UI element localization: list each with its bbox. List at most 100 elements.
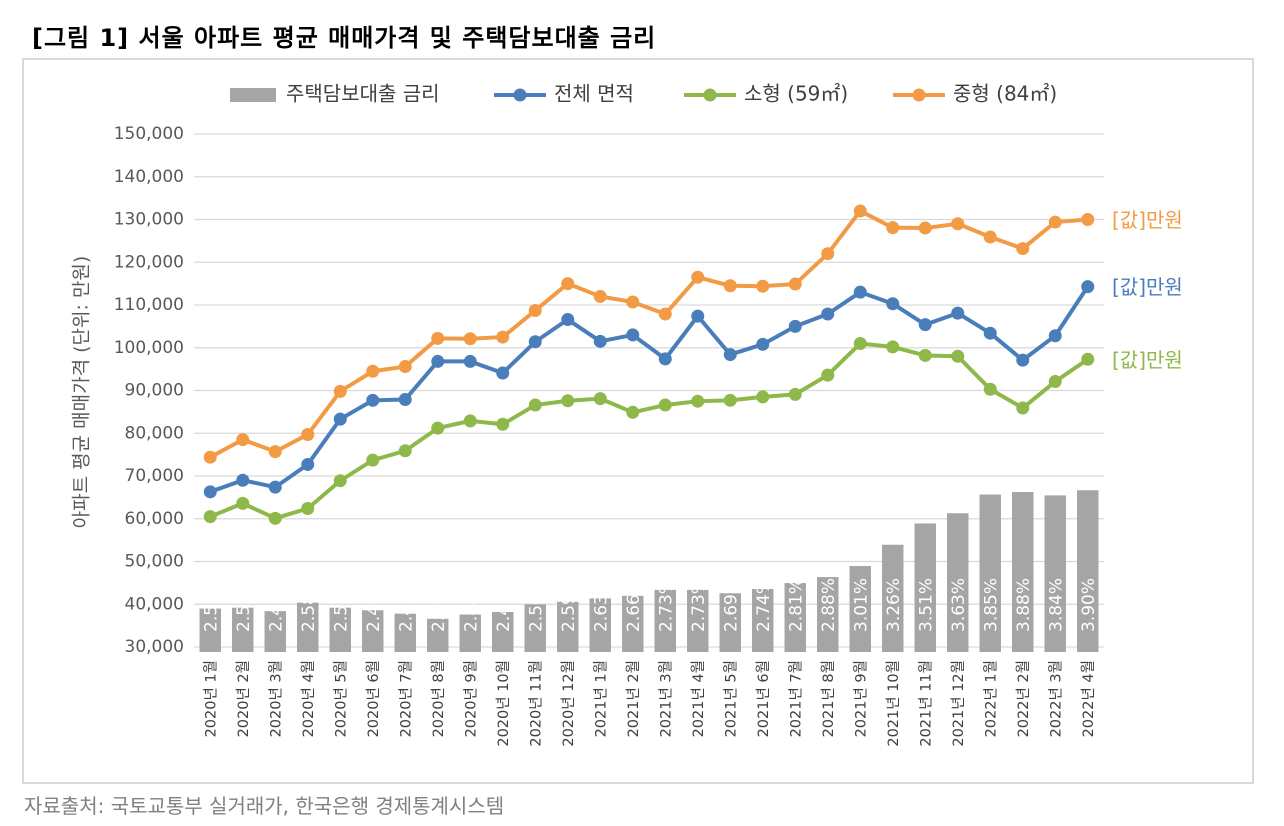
bar-data-label: 2.56% xyxy=(526,578,546,632)
bar-series xyxy=(199,490,1099,652)
bar-data-label: 3.90% xyxy=(1079,578,1099,632)
data-point xyxy=(593,334,607,348)
bar xyxy=(947,513,969,652)
data-point xyxy=(561,313,575,327)
bar xyxy=(557,601,579,652)
data-point xyxy=(626,328,640,342)
end-label-small: [값]만원 xyxy=(1112,348,1183,372)
figure-title: [그림 1] 서울 아파트 평균 매매가격 및 주택담보대출 금리 xyxy=(32,24,657,52)
data-point xyxy=(723,393,737,407)
x-tick-label: 2021년 7월 xyxy=(787,660,804,737)
x-tick-label: 2020년 2월 xyxy=(235,660,252,737)
data-point xyxy=(366,393,380,407)
y-tick-label: 140,000 xyxy=(114,167,184,187)
bar-data-label: 3.63% xyxy=(949,578,969,632)
data-point xyxy=(398,444,412,458)
data-point xyxy=(463,354,477,368)
data-point xyxy=(918,221,932,235)
bar xyxy=(524,604,546,652)
data-point xyxy=(853,285,867,299)
chart-frame xyxy=(22,58,1254,784)
x-tick-label: 2021년 12월 xyxy=(950,660,967,747)
data-point xyxy=(821,247,835,261)
x-tick-label: 2020년 7월 xyxy=(397,660,414,737)
data-point xyxy=(301,457,315,471)
data-point xyxy=(203,510,217,524)
x-tick-label: 2020년 5월 xyxy=(332,660,349,737)
bar xyxy=(849,566,871,652)
line-series xyxy=(203,204,1095,525)
data-point xyxy=(626,295,640,309)
y-tick-label: 50,000 xyxy=(125,552,184,572)
y-tick-label: 110,000 xyxy=(114,295,184,315)
data-point xyxy=(951,217,965,231)
bar-data-label: 3.88% xyxy=(1014,578,1034,632)
bar xyxy=(362,610,384,652)
bar xyxy=(622,595,644,652)
data-point xyxy=(1081,280,1095,294)
bar xyxy=(1044,495,1066,652)
bar xyxy=(394,613,416,652)
bar-data-label: 2.49% xyxy=(364,578,384,632)
x-tick-label: 2020년 4월 xyxy=(300,660,317,737)
data-point xyxy=(853,204,867,218)
bar xyxy=(329,607,351,652)
data-point xyxy=(463,414,477,428)
data-point xyxy=(691,394,705,408)
data-point xyxy=(496,366,510,380)
x-axis-ticks: 2020년 1월 2020년 2월 2020년 3월 2020년 4월 2020년 5월… xyxy=(202,660,1097,747)
bar xyxy=(882,544,904,652)
data-point xyxy=(496,417,510,431)
data-point xyxy=(691,270,705,284)
bar-data-label: 2.39% xyxy=(429,578,449,632)
bar-data-label: 3.85% xyxy=(981,578,1001,632)
x-tick-label: 2021년 8월 xyxy=(820,660,837,737)
data-point xyxy=(333,384,347,398)
data-point xyxy=(366,453,380,467)
data-point xyxy=(788,277,802,291)
series-line xyxy=(209,285,1090,494)
legend-swatch-marker xyxy=(912,88,926,102)
bar xyxy=(427,618,449,652)
x-tick-label: 2020년 6월 xyxy=(365,660,382,737)
bar xyxy=(914,523,936,652)
x-tick-label: 2021년 2월 xyxy=(625,660,642,737)
legend-label: 중형 (84㎡) xyxy=(953,82,1057,106)
bar-data-label: 3.26% xyxy=(884,578,904,632)
x-tick-label: 2020년 11월 xyxy=(527,660,544,747)
bar-data-label: 2.47% xyxy=(494,578,514,632)
series-line xyxy=(209,341,1089,521)
y-tick-label: 40,000 xyxy=(125,594,184,614)
data-point xyxy=(886,340,900,354)
bar-data-label: 2.81% xyxy=(786,578,806,632)
bar xyxy=(687,589,709,652)
data-point xyxy=(1048,375,1062,389)
series-small xyxy=(203,336,1095,525)
data-point xyxy=(821,307,835,321)
data-point xyxy=(1048,329,1062,343)
y-tick-label: 60,000 xyxy=(125,509,184,529)
data-point xyxy=(983,326,997,340)
y-tick-label: 30,000 xyxy=(125,637,184,657)
data-point xyxy=(268,480,282,494)
data-point xyxy=(268,511,282,525)
legend-swatch-marker xyxy=(703,88,717,102)
data-point xyxy=(983,382,997,396)
data-point xyxy=(431,354,445,368)
data-point xyxy=(236,433,250,447)
x-tick-label: 2020년 8월 xyxy=(430,660,447,737)
bar-data-label: 3.01% xyxy=(851,578,871,632)
bar xyxy=(752,589,774,652)
data-point xyxy=(203,485,217,499)
data-point xyxy=(398,360,412,374)
end-labels: [값]만원 [값]만원 [값]만원 xyxy=(1112,208,1183,372)
source-note: 자료출처: 국토교통부 실거래가, 한국은행 경제통계시스템 xyxy=(24,794,505,818)
bar-data-label: 2.52% xyxy=(331,578,351,632)
x-tick-label: 2020년 3월 xyxy=(267,660,284,737)
bar-data-label: 2.73% xyxy=(656,578,676,632)
data-point xyxy=(1081,352,1095,366)
x-tick-label: 2020년 1월 xyxy=(202,660,219,737)
data-point xyxy=(333,412,347,426)
data-point xyxy=(301,501,315,515)
legend-swatch-marker xyxy=(513,88,527,102)
